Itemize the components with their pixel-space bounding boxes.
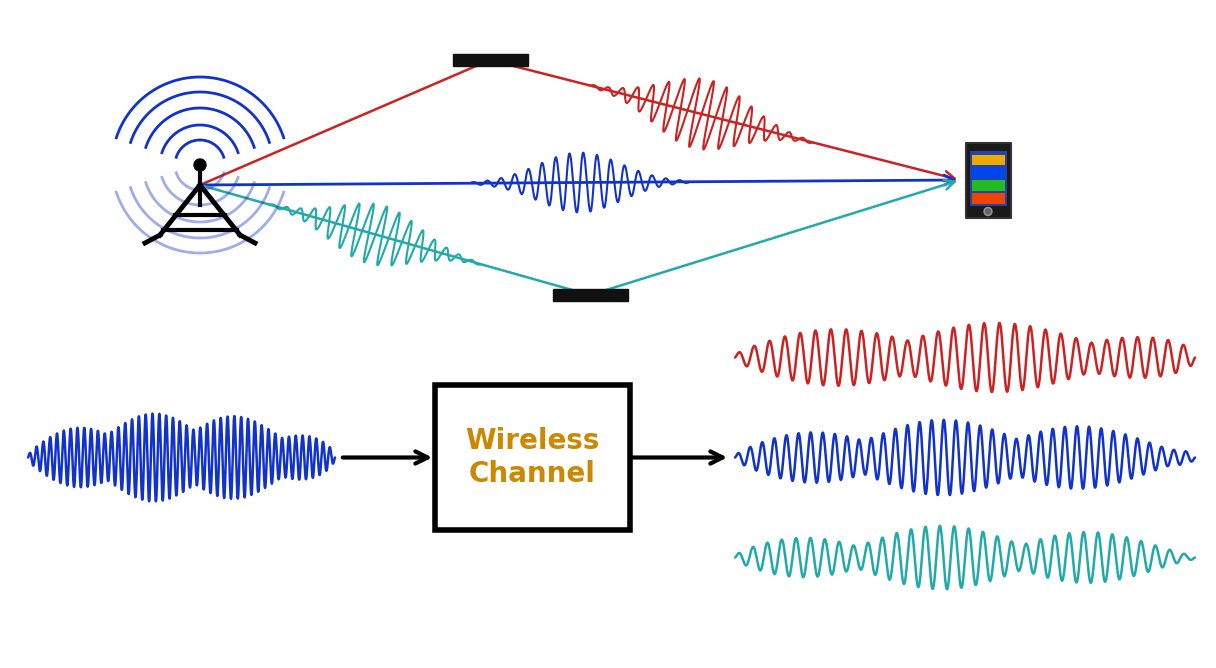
Bar	[972, 167, 1004, 178]
Text: Wireless
Channel: Wireless Channel	[466, 428, 599, 488]
Bar	[552, 289, 627, 301]
Bar	[972, 193, 1004, 204]
Circle shape	[195, 159, 206, 171]
Bar	[452, 54, 528, 66]
Bar	[966, 142, 1010, 218]
Bar	[972, 180, 1004, 191]
Bar	[972, 154, 1004, 165]
Bar	[969, 150, 1007, 206]
Circle shape	[984, 208, 992, 216]
Bar	[435, 385, 630, 530]
